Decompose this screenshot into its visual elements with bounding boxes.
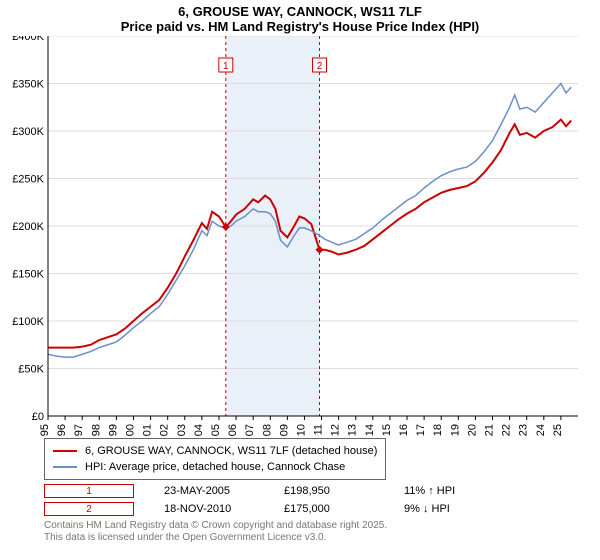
svg-text:2006: 2006 [227, 424, 239, 436]
legend-row-2: HPI: Average price, detached house, Cann… [53, 459, 377, 475]
svg-text:£250K: £250K [12, 174, 44, 186]
legend-label-2: HPI: Average price, detached house, Cann… [85, 459, 345, 475]
svg-text:£50K: £50K [18, 364, 44, 376]
svg-text:2021: 2021 [484, 424, 496, 436]
marker-date-2: 18-NOV-2010 [164, 503, 254, 515]
svg-text:2013: 2013 [347, 424, 359, 436]
svg-text:2004: 2004 [193, 424, 205, 436]
title-line1: 6, GROUSE WAY, CANNOCK, WS11 7LF [0, 4, 600, 19]
svg-text:2002: 2002 [159, 424, 171, 436]
marker-badge-1: 1 [44, 484, 134, 498]
sale-markers-table: 1 23-MAY-2005 £198,950 11% ↑ HPI 2 18-NO… [44, 484, 600, 516]
legend-swatch-red [53, 450, 77, 452]
svg-text:2014: 2014 [364, 424, 376, 436]
svg-text:2005: 2005 [210, 424, 222, 436]
line-chart: £0 £50K £100K £150K £200K £250K £300K £350K £400… [4, 36, 584, 436]
svg-text:2020: 2020 [466, 424, 478, 436]
svg-text:1997: 1997 [73, 424, 85, 436]
svg-text:2019: 2019 [449, 424, 461, 436]
svg-text:2003: 2003 [176, 424, 188, 436]
svg-text:1996: 1996 [56, 424, 68, 436]
svg-text:2018: 2018 [432, 424, 444, 436]
svg-text:2025: 2025 [552, 424, 564, 436]
marker-badge-2: 2 [44, 502, 134, 516]
svg-text:2009: 2009 [278, 424, 290, 436]
svg-text:£150K: £150K [12, 269, 44, 281]
svg-text:2011: 2011 [313, 424, 325, 436]
legend-swatch-blue [53, 466, 77, 468]
footer-line1: Contains HM Land Registry data © Crown c… [44, 520, 600, 532]
svg-text:£350K: £350K [12, 79, 44, 91]
footer-line2: This data is licensed under the Open Gov… [44, 532, 600, 544]
marker-delta-2: 9% ↓ HPI [404, 503, 494, 515]
svg-text:2007: 2007 [244, 424, 256, 436]
svg-text:2: 2 [317, 61, 323, 72]
svg-text:1999: 1999 [107, 424, 119, 436]
svg-text:2008: 2008 [261, 424, 273, 436]
svg-text:£300K: £300K [12, 126, 44, 138]
svg-text:£400K: £400K [12, 36, 44, 43]
title-line2: Price paid vs. HM Land Registry's House … [0, 19, 600, 34]
svg-text:2016: 2016 [398, 424, 410, 436]
svg-text:2024: 2024 [535, 424, 547, 436]
marker-row-1: 1 23-MAY-2005 £198,950 11% ↑ HPI [44, 484, 600, 498]
marker-row-2: 2 18-NOV-2010 £175,000 9% ↓ HPI [44, 502, 600, 516]
marker-delta-1: 11% ↑ HPI [404, 485, 494, 497]
chart-header: 6, GROUSE WAY, CANNOCK, WS11 7LF Price p… [0, 0, 600, 36]
svg-text:1: 1 [223, 61, 229, 72]
marker-date-1: 23-MAY-2005 [164, 485, 254, 497]
legend-row-1: 6, GROUSE WAY, CANNOCK, WS11 7LF (detach… [53, 443, 377, 459]
svg-text:1995: 1995 [39, 424, 51, 436]
svg-text:£0: £0 [32, 411, 44, 423]
svg-text:2023: 2023 [518, 424, 530, 436]
legend: 6, GROUSE WAY, CANNOCK, WS11 7LF (detach… [44, 438, 386, 480]
svg-text:2022: 2022 [501, 424, 513, 436]
svg-text:2001: 2001 [142, 424, 154, 436]
chart-container: £0 £50K £100K £150K £200K £250K £300K £350K £400… [4, 36, 584, 436]
marker-price-1: £198,950 [284, 485, 374, 497]
svg-text:£100K: £100K [12, 316, 44, 328]
footer: Contains HM Land Registry data © Crown c… [44, 520, 600, 544]
svg-text:2017: 2017 [415, 424, 427, 436]
marker-price-2: £175,000 [284, 503, 374, 515]
svg-text:£200K: £200K [12, 221, 44, 233]
svg-text:2015: 2015 [381, 424, 393, 436]
legend-label-1: 6, GROUSE WAY, CANNOCK, WS11 7LF (detach… [85, 443, 377, 459]
svg-text:2012: 2012 [330, 424, 342, 436]
svg-text:2010: 2010 [295, 424, 307, 436]
svg-text:1998: 1998 [90, 424, 102, 436]
svg-text:2000: 2000 [124, 424, 136, 436]
